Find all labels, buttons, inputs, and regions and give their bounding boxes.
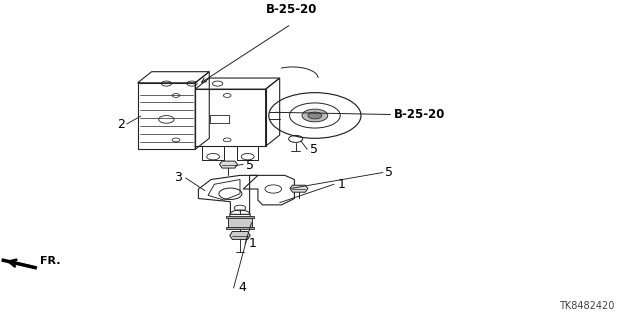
Text: 1: 1: [338, 178, 346, 191]
Text: 5: 5: [385, 166, 393, 179]
Text: B-25-20: B-25-20: [266, 3, 317, 16]
Polygon shape: [230, 232, 250, 240]
Text: 5: 5: [310, 143, 319, 156]
Polygon shape: [228, 217, 252, 228]
Text: B-25-20: B-25-20: [394, 108, 445, 121]
Text: FR.: FR.: [40, 256, 61, 266]
Circle shape: [308, 112, 322, 119]
Polygon shape: [226, 216, 254, 218]
Text: 3: 3: [174, 171, 182, 184]
Polygon shape: [226, 227, 254, 229]
Text: 4: 4: [238, 281, 246, 294]
Text: 1: 1: [248, 237, 256, 250]
Polygon shape: [220, 161, 237, 168]
Text: 2: 2: [117, 117, 125, 130]
Text: 5: 5: [246, 159, 255, 172]
Polygon shape: [290, 185, 308, 192]
Circle shape: [302, 109, 328, 122]
Text: TK8482420: TK8482420: [559, 301, 614, 311]
